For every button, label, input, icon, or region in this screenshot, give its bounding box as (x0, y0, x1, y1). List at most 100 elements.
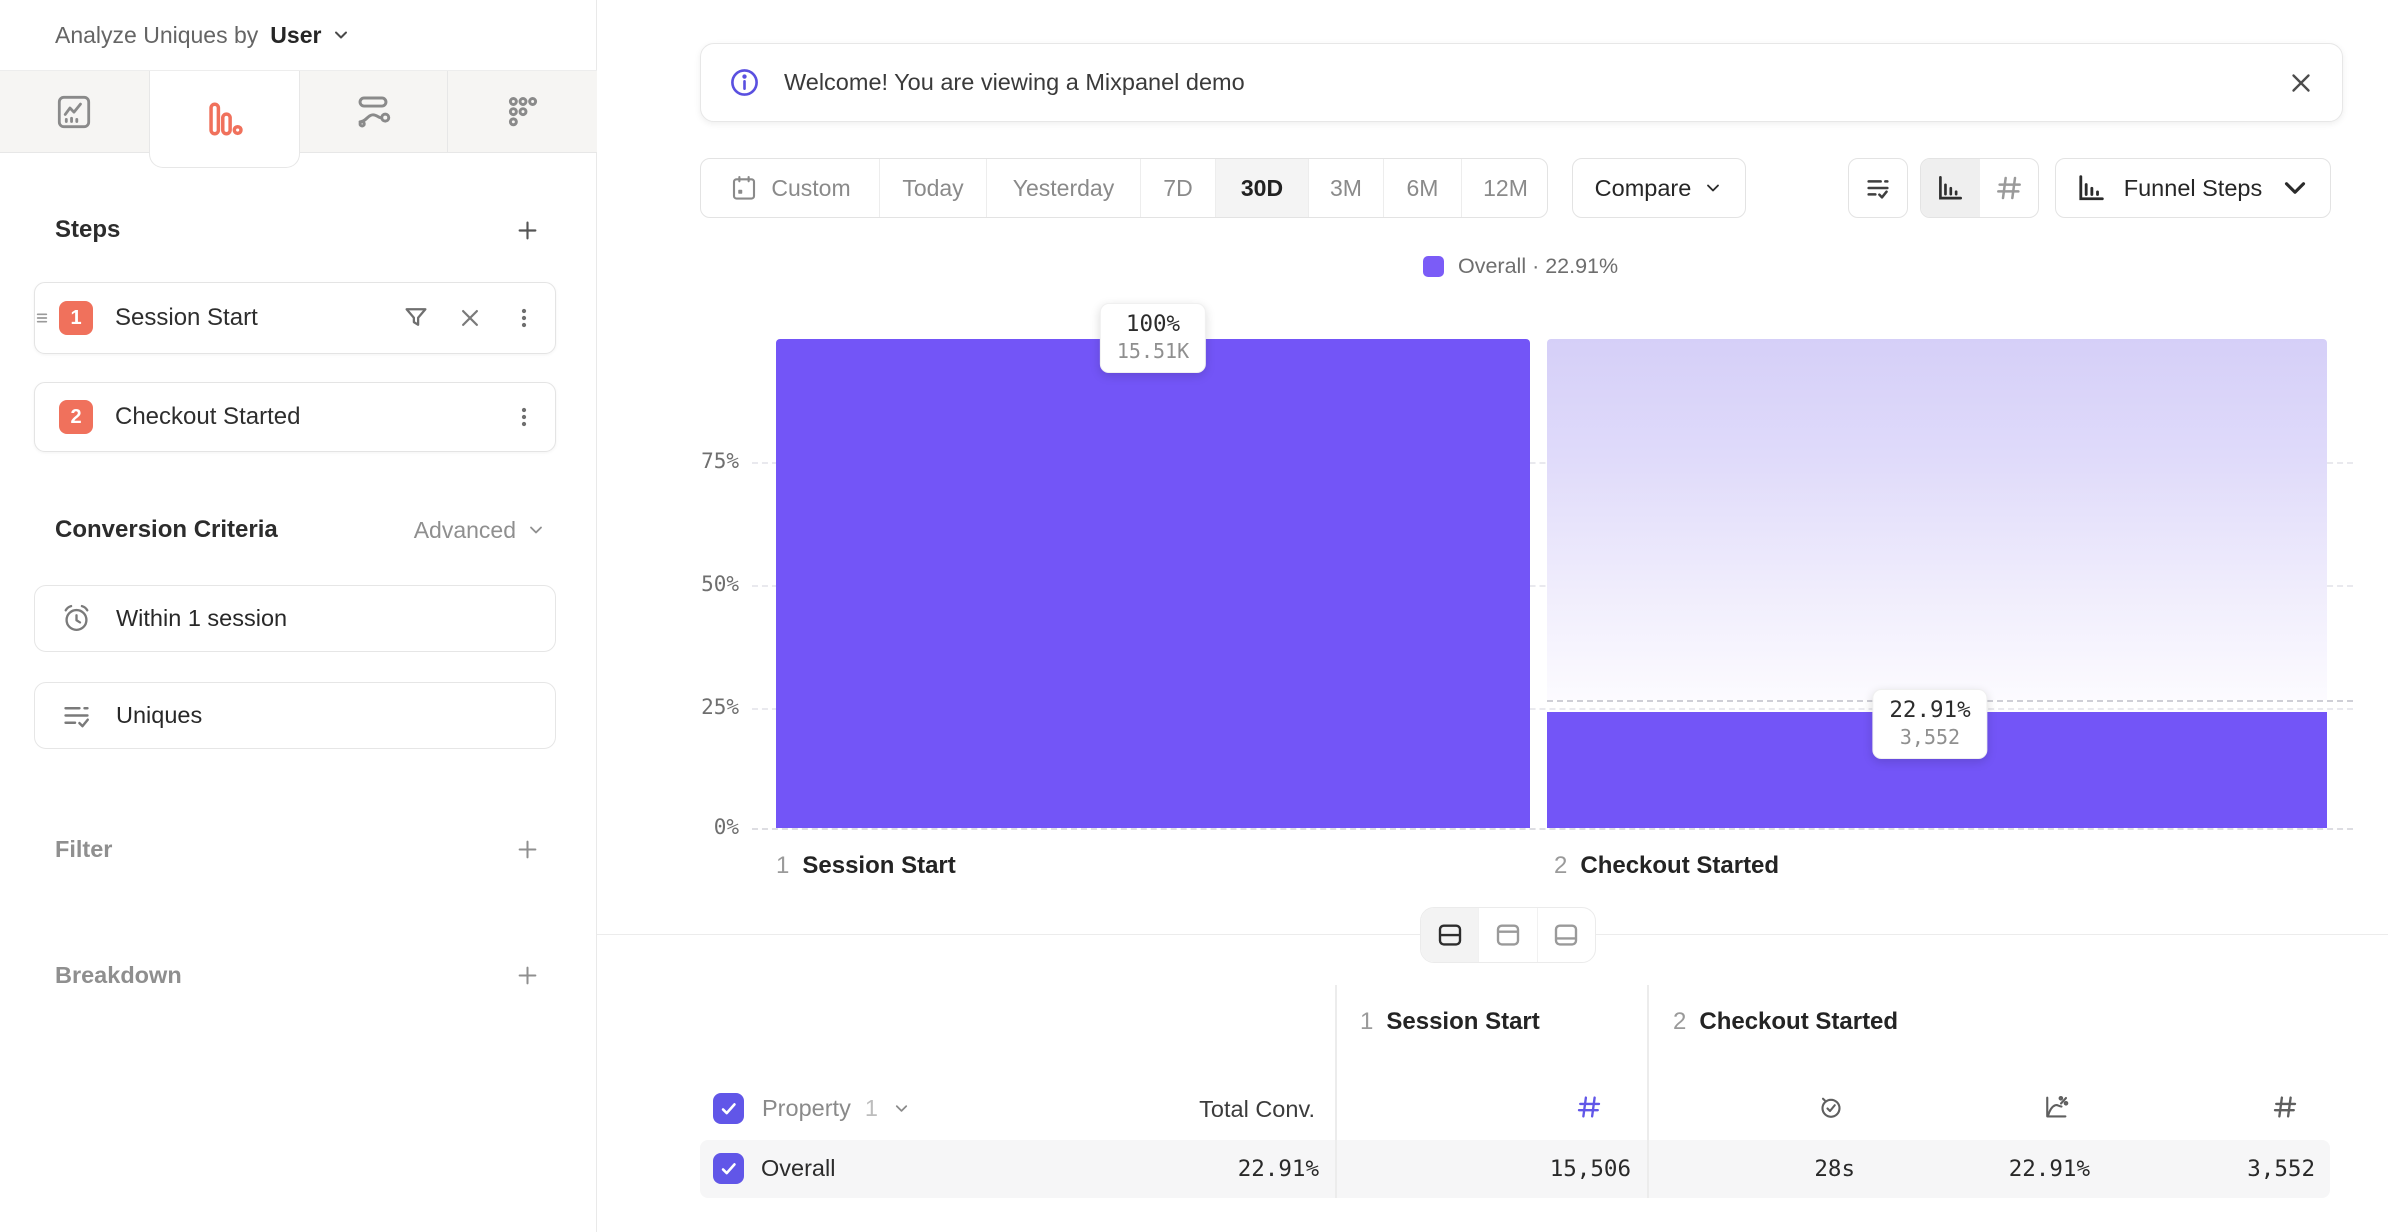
check-icon (721, 1162, 736, 1174)
date-range-label: Yesterday (1012, 174, 1115, 201)
step-label[interactable]: Session Start (115, 304, 258, 331)
funnel-view-label: Funnel Steps (2123, 174, 2263, 201)
chart-legend[interactable]: Overall · 22.91% (1423, 254, 1618, 279)
layout-table-focus[interactable] (1538, 908, 1595, 962)
chart-type-bars[interactable] (1921, 159, 1980, 217)
y-axis-tick: 0% (713, 815, 739, 839)
layout-split-equal[interactable] (1421, 908, 1480, 962)
funnels-icon (203, 98, 245, 140)
funnel-bar-session-start[interactable] (776, 339, 1530, 828)
layout-top-icon (1496, 924, 1520, 946)
cell-session-start-count: 15,506 (1549, 1156, 1631, 1182)
advanced-label: Advanced (413, 516, 516, 543)
compare-label: Compare (1594, 174, 1692, 201)
layout-split-icon (1438, 924, 1461, 946)
breakdown-title: Breakdown (55, 962, 182, 988)
row-label[interactable]: Overall (761, 1155, 836, 1181)
date-range-label: 30D (1240, 174, 1284, 201)
tooltip-count: 3,552 (1899, 725, 1961, 749)
conversion-window-card[interactable]: Within 1 session (34, 585, 556, 652)
y-axis-tick: 25% (701, 695, 739, 719)
counting-method-card[interactable]: Uniques (34, 682, 556, 749)
date-range-3m[interactable]: 3M (1309, 159, 1384, 217)
cell-checkout-count: 3,552 (2247, 1156, 2315, 1182)
check-icon (721, 1102, 736, 1114)
layout-chart-focus[interactable] (1479, 908, 1538, 962)
add-breakdown-button[interactable] (514, 962, 541, 989)
tab-flows[interactable] (299, 71, 449, 152)
table-column-divider (1647, 985, 1649, 1198)
chevron-down-icon (2285, 182, 2306, 194)
analyze-by-row[interactable]: Analyze Uniques by User (55, 16, 351, 54)
step-card-2[interactable]: 2 Checkout Started (34, 382, 556, 452)
close-icon[interactable] (2286, 68, 2316, 98)
filter-icon[interactable] (401, 303, 431, 333)
table-group-header-checkout-started: 2 Checkout Started (1673, 1008, 1898, 1036)
step-actions (401, 303, 539, 333)
avg-time-column-icon[interactable] (1816, 1092, 1846, 1122)
date-range-label: Custom (771, 174, 851, 201)
row-checkbox[interactable] (713, 1153, 744, 1184)
funnel-view-selector[interactable]: Funnel Steps (2055, 158, 2331, 218)
tab-retention[interactable] (448, 71, 597, 152)
drag-handle-icon[interactable] (29, 305, 55, 331)
legend-label: Overall · 22.91% (1458, 254, 1619, 278)
tooltip-percent: 100% (1125, 311, 1181, 337)
chart-type-numbers[interactable] (1980, 159, 2039, 217)
add-filter-button[interactable] (514, 836, 541, 863)
filter-title: Filter (55, 836, 113, 862)
advanced-dropdown[interactable]: Advanced (414, 517, 546, 544)
legend-swatch (1423, 256, 1444, 277)
date-range-custom[interactable]: Custom (701, 159, 880, 217)
cell-avg-time: 28s (1814, 1156, 1855, 1182)
conversion-criteria-header: Conversion Criteria Advanced (55, 516, 546, 544)
chevron-down-icon (892, 1099, 911, 1118)
date-range-12m[interactable]: 12M (1462, 159, 1547, 217)
chevron-down-icon (1707, 184, 1720, 192)
date-range-30d[interactable]: 30D (1216, 159, 1309, 217)
retention-icon (502, 91, 544, 133)
count-column-icon[interactable] (2270, 1092, 2300, 1122)
step-number-badge: 1 (59, 301, 93, 335)
step-label[interactable]: Checkout Started (115, 403, 301, 430)
calendar-icon (733, 175, 756, 200)
panel-layout-toggle (1420, 907, 1596, 963)
date-range-today[interactable]: Today (880, 159, 987, 217)
date-range-label: 7D (1163, 174, 1193, 201)
date-range-yesterday[interactable]: Yesterday (987, 159, 1141, 217)
compare-button[interactable]: Compare (1572, 158, 1746, 218)
property-number: 1 (864, 1095, 878, 1121)
step-name: Session Start (802, 852, 956, 879)
gridline-25 (752, 708, 2353, 710)
kebab-menu-icon[interactable] (509, 303, 539, 333)
conversion-rate-column-icon[interactable] (2041, 1092, 2071, 1122)
step-number: 2 (1554, 852, 1568, 879)
analyze-by-value[interactable]: User (270, 21, 322, 48)
tab-funnels[interactable] (148, 71, 300, 168)
cell-conv-rate: 22.91% (2008, 1156, 2090, 1182)
total-conv-header[interactable]: Total Conv. (1199, 1096, 1315, 1122)
date-range-6m[interactable]: 6M (1384, 159, 1462, 217)
step-number: 1 (776, 852, 790, 879)
step-name: Checkout Started (1580, 852, 1780, 879)
gridline-0 (752, 828, 2353, 830)
query-sidebar: Analyze Uniques by User (0, 0, 597, 1232)
metrics-toggle-button[interactable] (1848, 158, 1908, 218)
step-card-1[interactable]: 1 Session Start (34, 282, 556, 354)
add-step-button[interactable] (514, 217, 541, 244)
count-column-icon[interactable] (1574, 1092, 1604, 1122)
select-all-checkbox[interactable] (713, 1093, 744, 1124)
property-label: Property (762, 1095, 851, 1121)
kebab-menu-icon[interactable] (509, 402, 539, 432)
tooltip-percent: 22.91% (1889, 697, 1971, 723)
step-name: Checkout Started (1699, 1008, 1899, 1035)
flows-icon (352, 91, 394, 133)
report-type-tabs (0, 70, 597, 168)
tab-insights[interactable] (0, 71, 150, 152)
date-range-picker: Custom Today Yesterday 7D 30D 3M 6M 12M (700, 158, 1548, 218)
property-selector[interactable]: Property 1 (713, 1093, 911, 1124)
funnel-bar-checkout-dropoff[interactable] (1547, 339, 2327, 700)
remove-step-icon[interactable] (455, 303, 485, 333)
date-range-7d[interactable]: 7D (1141, 159, 1216, 217)
date-range-label: Today (902, 174, 964, 201)
